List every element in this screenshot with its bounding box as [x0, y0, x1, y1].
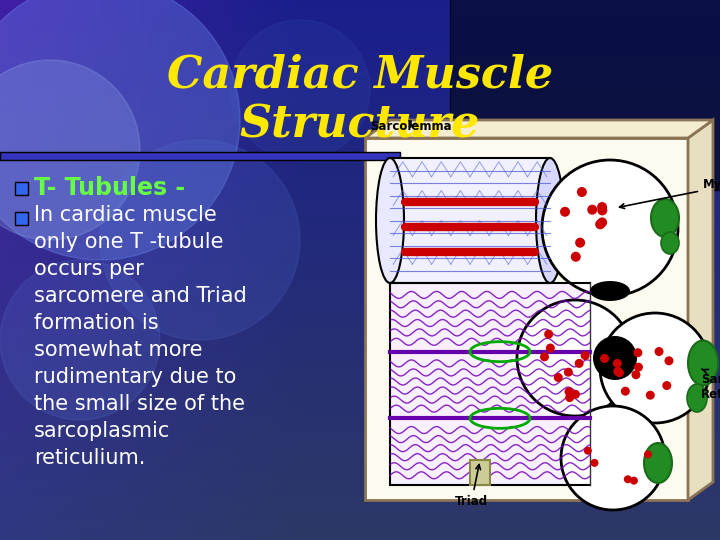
Polygon shape	[688, 120, 713, 500]
Text: T- Tubules -: T- Tubules -	[34, 176, 185, 200]
Circle shape	[613, 359, 622, 368]
Circle shape	[634, 348, 642, 357]
Circle shape	[630, 477, 638, 484]
Text: Triad: Triad	[455, 464, 488, 508]
Circle shape	[646, 390, 654, 400]
Circle shape	[597, 218, 607, 227]
Text: sarcoplasmic: sarcoplasmic	[34, 421, 171, 441]
Circle shape	[588, 205, 597, 215]
Ellipse shape	[536, 158, 564, 283]
Ellipse shape	[661, 232, 679, 254]
Circle shape	[584, 447, 592, 455]
Circle shape	[561, 406, 665, 510]
Text: Sarcoplasmic
Reticulum: Sarcoplasmic Reticulum	[701, 369, 720, 401]
Circle shape	[230, 20, 370, 160]
Circle shape	[615, 368, 624, 377]
Circle shape	[634, 363, 643, 372]
Text: sarcomere and Triad: sarcomere and Triad	[34, 286, 247, 306]
Circle shape	[654, 347, 664, 356]
Text: occurs per: occurs per	[34, 259, 144, 279]
FancyBboxPatch shape	[365, 138, 688, 500]
Circle shape	[593, 336, 637, 380]
Circle shape	[644, 450, 652, 458]
Circle shape	[597, 202, 607, 212]
Text: reticulium.: reticulium.	[34, 448, 145, 468]
FancyBboxPatch shape	[470, 460, 490, 485]
Circle shape	[621, 387, 630, 396]
Circle shape	[0, 0, 240, 260]
Ellipse shape	[376, 158, 404, 283]
Ellipse shape	[687, 384, 707, 412]
Text: Cardiac Muscle: Cardiac Muscle	[167, 53, 553, 97]
Circle shape	[571, 390, 580, 399]
Circle shape	[544, 329, 553, 339]
Circle shape	[577, 187, 587, 197]
Circle shape	[598, 205, 607, 215]
Text: Myofibril: Myofibril	[619, 178, 720, 208]
FancyBboxPatch shape	[0, 152, 400, 160]
Circle shape	[590, 459, 598, 467]
Ellipse shape	[644, 443, 672, 483]
Polygon shape	[365, 120, 713, 138]
FancyBboxPatch shape	[15, 182, 28, 195]
Text: rudimentary due to: rudimentary due to	[34, 367, 236, 387]
Circle shape	[560, 207, 570, 217]
Circle shape	[540, 353, 549, 361]
Circle shape	[0, 260, 160, 420]
Text: only one T -tubule: only one T -tubule	[34, 232, 223, 252]
Circle shape	[564, 368, 573, 377]
Text: Sarcolemma: Sarcolemma	[370, 120, 451, 133]
Circle shape	[564, 387, 574, 396]
Circle shape	[517, 300, 633, 416]
FancyBboxPatch shape	[450, 0, 720, 190]
Circle shape	[613, 367, 622, 376]
Circle shape	[600, 354, 609, 363]
Circle shape	[600, 313, 710, 423]
Text: Structure: Structure	[240, 104, 480, 146]
Circle shape	[575, 359, 584, 368]
Text: the small size of the: the small size of the	[34, 394, 245, 414]
Circle shape	[665, 356, 673, 365]
Circle shape	[631, 370, 640, 379]
FancyBboxPatch shape	[15, 212, 28, 225]
Circle shape	[546, 343, 555, 353]
Ellipse shape	[590, 281, 630, 301]
Circle shape	[0, 60, 140, 240]
Circle shape	[542, 160, 678, 296]
Circle shape	[662, 381, 671, 390]
Text: In cardiac muscle: In cardiac muscle	[34, 205, 217, 225]
Text: formation is: formation is	[34, 313, 158, 333]
Circle shape	[580, 351, 590, 360]
Ellipse shape	[688, 341, 718, 386]
Ellipse shape	[651, 199, 679, 237]
Circle shape	[100, 140, 300, 340]
Circle shape	[595, 219, 606, 230]
Circle shape	[565, 393, 574, 402]
Circle shape	[575, 238, 585, 248]
Text: somewhat more: somewhat more	[34, 340, 202, 360]
Circle shape	[554, 373, 563, 382]
Circle shape	[624, 475, 632, 483]
FancyBboxPatch shape	[390, 283, 590, 485]
Circle shape	[571, 252, 581, 262]
FancyBboxPatch shape	[390, 158, 550, 283]
